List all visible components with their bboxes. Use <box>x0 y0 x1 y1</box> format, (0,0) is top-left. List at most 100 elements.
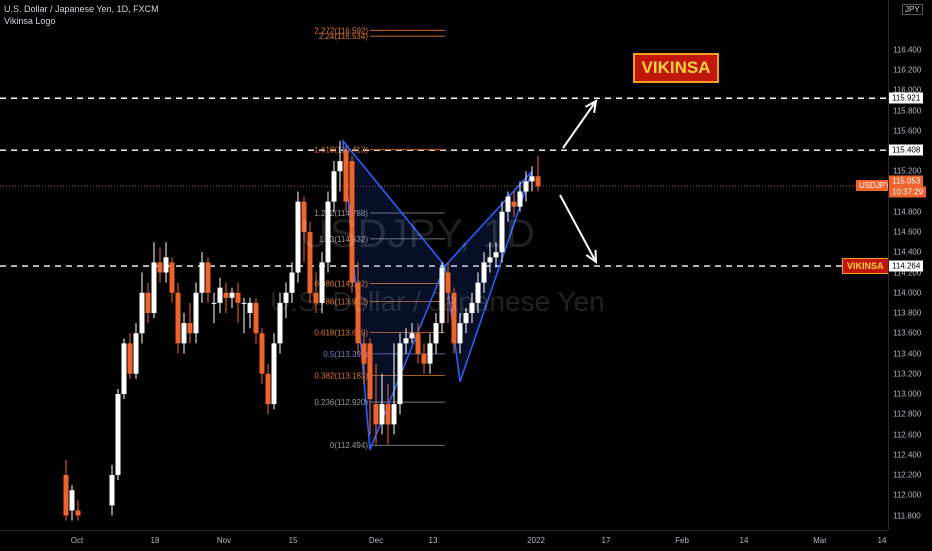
fib-level-label: 0.886(114.092) <box>314 279 368 288</box>
bull-candle <box>427 343 433 364</box>
level-upper-tag: 115.921 <box>889 92 924 104</box>
bear-candle <box>127 343 133 374</box>
bull-candle <box>115 394 121 475</box>
bull-candle <box>193 292 199 334</box>
fib-level-label: 1.13(114.532) <box>319 235 369 244</box>
bull-candle <box>439 267 445 324</box>
fib-level-label: 1.272(114.788) <box>314 209 368 218</box>
price-axis-label: 113.800 <box>893 308 922 318</box>
price-axis-label: 113.600 <box>893 328 922 338</box>
price-axis-label: 115.800 <box>893 106 922 115</box>
fib-level-label: 0.618(113.609) <box>314 328 368 337</box>
pattern-bd-line <box>444 170 533 267</box>
bear-candle <box>421 353 427 364</box>
time-axis-label: Mar <box>813 536 827 545</box>
bull-candle <box>379 404 385 425</box>
chart-canvas[interactable]: 2.272(116.592)2.24(116.534) 1.618(115.413… <box>0 0 888 530</box>
fib-level-label: 1.618(115.413) <box>314 146 368 155</box>
bear-candle <box>63 475 69 516</box>
symbol-title[interactable]: U.S. Dollar / Japanese Yen, 1D, FXCM <box>4 4 159 14</box>
vikinsa-tag: VIKINSA <box>842 258 889 275</box>
time-axis-label: 13 <box>428 536 438 545</box>
bull-candle <box>229 292 235 298</box>
bull-candle <box>463 313 469 324</box>
currency-badge[interactable]: JPY <box>902 4 923 15</box>
bull-candle <box>277 302 283 344</box>
bull-candle <box>289 272 295 293</box>
bull-candle <box>481 262 487 283</box>
bull-candle <box>433 323 439 344</box>
bear-candle <box>157 262 163 273</box>
bull-candle <box>69 490 75 511</box>
time-axis-label: Feb <box>675 536 689 545</box>
bull-candle <box>391 404 397 425</box>
bear-candle <box>385 404 391 425</box>
price-axis-label: 112.800 <box>893 409 922 419</box>
bear-candle <box>361 343 367 364</box>
price-axis-label: 116.400 <box>893 45 922 55</box>
vikinsa-logo: VIKINSA <box>633 53 719 83</box>
bull-candle <box>469 302 475 313</box>
fib-level-label: 2.24(116.534) <box>319 32 369 41</box>
bear-candle <box>235 292 241 303</box>
bear-candle <box>355 282 361 344</box>
bull-candle <box>505 196 511 212</box>
bear-candle <box>451 292 457 344</box>
countdown-tag: 10:37:29 <box>889 186 927 198</box>
time-axis-label: 18 <box>150 536 160 545</box>
bear-candle <box>223 292 229 298</box>
bull-candle <box>331 171 337 202</box>
price-axis-label: 113.000 <box>893 389 922 399</box>
bear-candle <box>349 161 355 283</box>
bear-candle <box>307 232 313 293</box>
bear-candle <box>415 333 421 354</box>
bear-candle <box>343 151 349 202</box>
bull-candle <box>133 333 139 374</box>
price-axis-label: 112.000 <box>893 490 922 500</box>
pattern-xb-line <box>342 140 446 267</box>
bull-candle <box>211 302 217 304</box>
bear-candle <box>511 201 517 207</box>
price-axis-label: 111.800 <box>893 511 921 520</box>
bull-candle <box>499 211 505 253</box>
bear-candle <box>301 201 307 232</box>
bull-candle <box>199 262 205 293</box>
bear-candle <box>373 404 379 425</box>
fib-level-label: 0(112.494) <box>330 441 368 450</box>
price-axis-label: 115.200 <box>893 166 922 176</box>
bull-candle <box>163 257 169 273</box>
indicator-name[interactable]: Vikinsa Logo <box>4 16 56 26</box>
bull-candle <box>181 323 187 344</box>
bear-candle <box>367 343 373 400</box>
price-axis-label: 114.800 <box>893 207 922 217</box>
time-axis-label: 17 <box>601 536 611 545</box>
level-mid-tag: 115.408 <box>889 144 924 156</box>
bull-candle <box>397 343 403 405</box>
price-axis-label: 112.400 <box>893 450 922 460</box>
time-axis[interactable]: Oct 18 Nov 15 Dec 13 2022 17 Feb 14 Mar 14 <box>0 530 888 551</box>
chart-area[interactable]: 2.272(116.592) 2.24(116.534) 1.618(115.413… <box>0 0 894 530</box>
time-axis-label: 14 <box>877 536 887 545</box>
bull-candle <box>493 252 499 258</box>
bear-candle <box>313 292 319 303</box>
price-axis-label: 112.200 <box>893 470 922 480</box>
bull-candle <box>217 287 223 303</box>
bull-candle <box>403 338 409 344</box>
symbol-watermark: USDJPY, 1D <box>300 212 537 256</box>
price-axis-label: 116.200 <box>893 65 922 75</box>
bull-candle <box>487 257 493 263</box>
bear-candle <box>535 176 541 187</box>
fib-level-label: 0.382(113.183) <box>314 371 368 380</box>
bull-candle <box>475 282 481 303</box>
price-axis-label: 113.200 <box>893 369 922 379</box>
time-axis-label: Dec <box>368 536 384 545</box>
bull-candle <box>295 201 301 273</box>
bull-candle <box>529 176 535 182</box>
bull-candle <box>325 201 331 263</box>
price-axis[interactable]: 116.400 116.000 115.600 115.200 114.800 114.4… <box>888 0 932 530</box>
description-watermark: U.S. Dollar / Japanese Yen <box>270 286 605 317</box>
down-arrow-head <box>585 249 598 265</box>
time-axis-label: 15 <box>288 536 298 545</box>
bear-candle <box>259 333 265 374</box>
time-axis-label: 14 <box>739 536 749 545</box>
